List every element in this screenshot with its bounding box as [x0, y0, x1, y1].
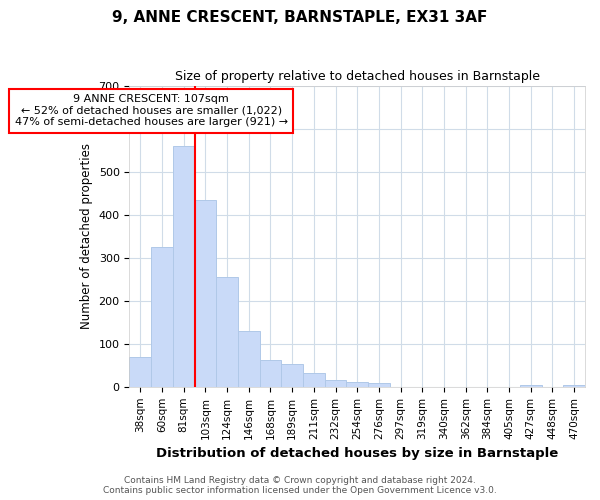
Text: 9, ANNE CRESCENT, BARNSTAPLE, EX31 3AF: 9, ANNE CRESCENT, BARNSTAPLE, EX31 3AF	[112, 10, 488, 25]
Title: Size of property relative to detached houses in Barnstaple: Size of property relative to detached ho…	[175, 70, 540, 83]
X-axis label: Distribution of detached houses by size in Barnstaple: Distribution of detached houses by size …	[156, 447, 559, 460]
Text: Contains HM Land Registry data © Crown copyright and database right 2024.
Contai: Contains HM Land Registry data © Crown c…	[103, 476, 497, 495]
Text: 9 ANNE CRESCENT: 107sqm
← 52% of detached houses are smaller (1,022)
47% of semi: 9 ANNE CRESCENT: 107sqm ← 52% of detache…	[14, 94, 287, 128]
Bar	[346, 382, 368, 387]
Bar	[368, 382, 390, 387]
Bar	[130, 356, 151, 387]
Bar	[281, 364, 303, 387]
Bar	[194, 200, 216, 387]
Bar	[216, 277, 238, 387]
Bar	[520, 384, 542, 387]
Bar	[238, 331, 260, 387]
Bar	[173, 146, 194, 387]
Bar	[303, 373, 325, 387]
Bar	[563, 384, 585, 387]
Bar	[325, 380, 346, 387]
Y-axis label: Number of detached properties: Number of detached properties	[80, 143, 93, 329]
Bar	[260, 360, 281, 387]
Bar	[151, 247, 173, 387]
